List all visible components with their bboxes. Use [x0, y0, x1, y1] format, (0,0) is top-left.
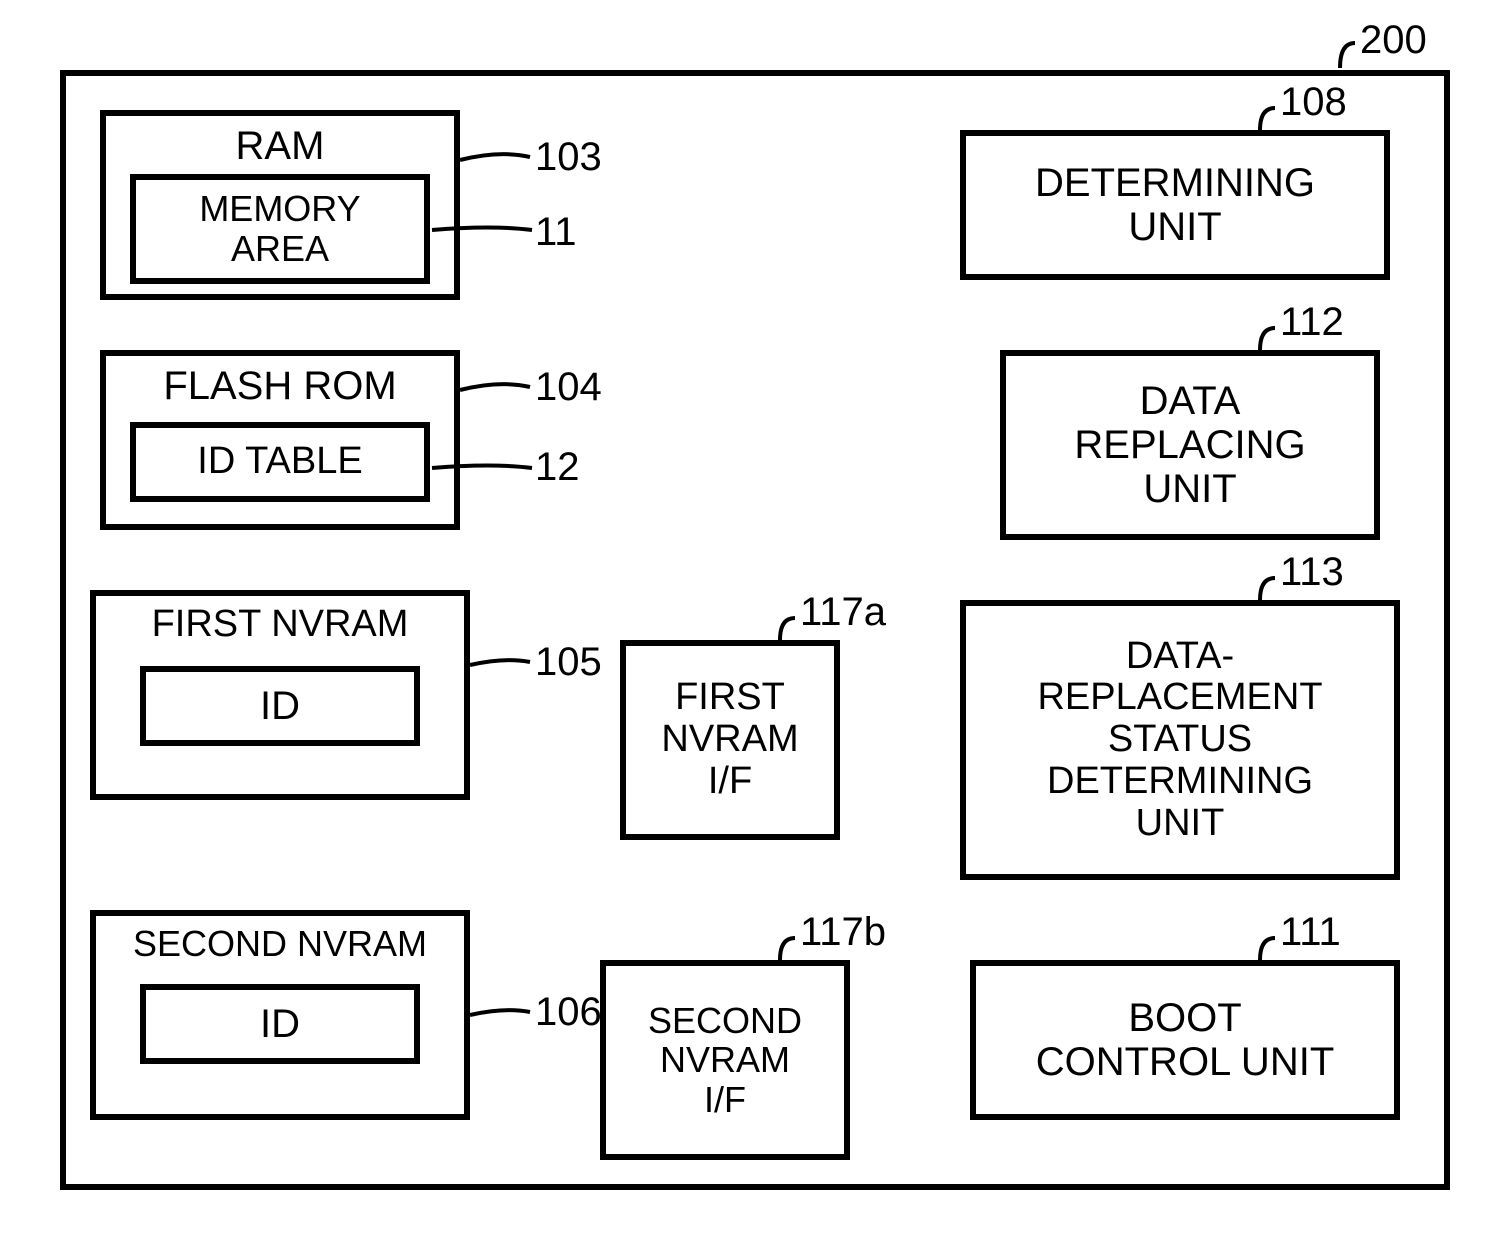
lead-lines: [0, 0, 1497, 1255]
